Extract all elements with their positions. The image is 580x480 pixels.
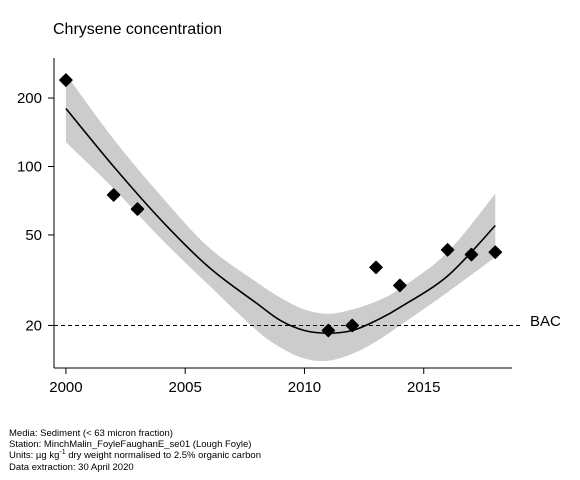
data-point-2002 xyxy=(106,188,121,202)
x-tick-label-2010: 2010 xyxy=(288,379,321,396)
footer-media: Media: Sediment (< 63 micron fraction) xyxy=(9,428,173,439)
footer-units: Units: µg kg-1 dry weight normalised to … xyxy=(9,449,261,462)
confidence-band xyxy=(65,74,496,362)
data-point-2013 xyxy=(369,260,383,275)
data-point-2011 xyxy=(321,323,336,338)
y-ticks: 20 50 100 200 xyxy=(17,90,54,334)
data-points xyxy=(59,73,503,338)
chart-footer: Media: Sediment (< 63 micron fraction) S… xyxy=(9,428,261,473)
chart-title: Chrysene concentration xyxy=(53,21,222,38)
footer-units-prefix: Units: µg kg xyxy=(9,450,60,462)
bac-label: BAC xyxy=(530,313,561,330)
data-point-2000 xyxy=(59,73,73,87)
footer-units-exponent: -1 xyxy=(59,449,66,457)
trend-line xyxy=(65,107,496,335)
footer-units-suffix: dry weight normalised to 2.5% organic ca… xyxy=(65,450,261,462)
x-tick-label-2000: 2000 xyxy=(49,379,82,396)
x-tick-label-2015: 2015 xyxy=(407,379,440,396)
footer-extraction: Data extraction: 30 April 2020 xyxy=(9,461,134,473)
x-ticks: 2000 2005 2010 2015 xyxy=(49,368,440,396)
data-point-2017 xyxy=(464,247,479,262)
footer-station: Station: MinchMalin_FoyleFaughanE_se01 (… xyxy=(9,439,252,451)
data-point-2014 xyxy=(393,278,407,293)
data-point-2003 xyxy=(130,202,145,216)
x-tick-label-2005: 2005 xyxy=(169,379,202,396)
y-tick-label-200: 200 xyxy=(17,90,42,107)
y-tick-label-100: 100 xyxy=(17,159,42,176)
data-point-2018 xyxy=(488,245,503,259)
data-point-2016 xyxy=(440,243,455,257)
data-point-2012 xyxy=(345,318,359,333)
y-tick-label-20: 20 xyxy=(25,317,42,334)
y-tick-label-50: 50 xyxy=(25,227,42,244)
